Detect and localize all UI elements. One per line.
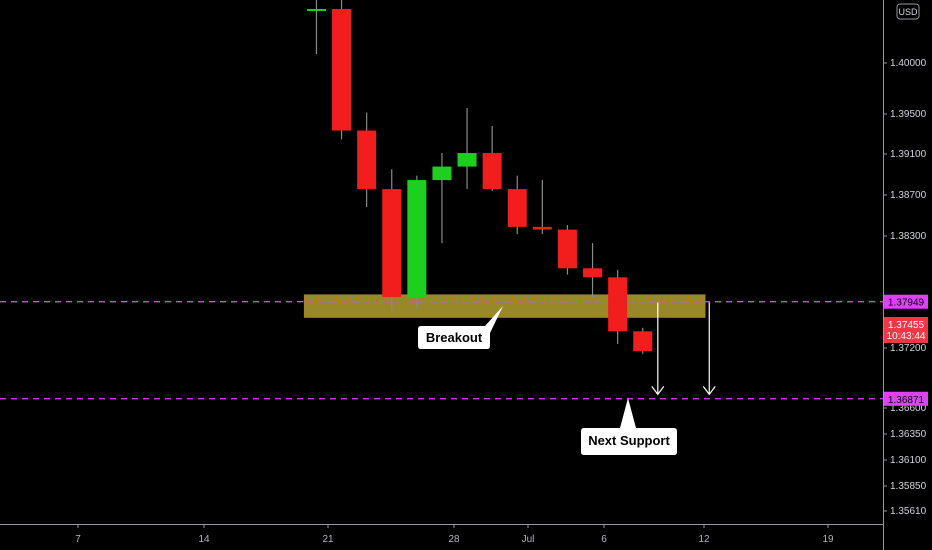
level-lines	[0, 301, 883, 400]
currency-label: USD	[898, 7, 918, 17]
breakout-zone	[303, 294, 706, 318]
bar-countdown-label: 10:43:44	[887, 331, 926, 342]
price-tick-label: 1.40000	[890, 58, 927, 69]
time-tick-label: 21	[322, 534, 334, 545]
time-tick-label: Jul	[522, 534, 535, 545]
zone-layer	[303, 294, 706, 318]
price-tick-label: 1.38700	[890, 190, 927, 201]
candle-down	[633, 331, 653, 352]
time-tick-label: 28	[448, 534, 460, 545]
candle-up	[432, 166, 452, 181]
candle-down	[357, 130, 377, 190]
price-tick-label: 1.36350	[890, 429, 927, 440]
support-price-label: 1.36871	[888, 395, 925, 406]
next-support-label: Next Support	[588, 433, 670, 448]
time-tick-label: 14	[198, 534, 210, 545]
candle-up	[457, 153, 477, 167]
candle-up	[306, 9, 326, 12]
breakout-label: Breakout	[426, 330, 483, 345]
arrow-head	[702, 385, 716, 396]
resistance-price-tag	[884, 294, 928, 309]
resistance-price-label: 1.37949	[888, 298, 925, 309]
price-tick-label: 1.39100	[890, 149, 927, 160]
time-tick-label: 7	[75, 534, 81, 545]
price-tick-label: 1.35610	[890, 506, 927, 517]
next-support-callout: Next Support	[581, 398, 677, 455]
next-support-bubble	[581, 398, 677, 455]
price-tick-label: 1.38300	[890, 231, 927, 242]
price-tick-label: 1.36600	[890, 403, 927, 414]
last-price-tag	[884, 317, 928, 343]
breakout-bubble	[418, 306, 503, 349]
price-tick-label: 1.35850	[890, 481, 927, 492]
arrows	[651, 302, 716, 396]
price-tick-label: 1.39500	[890, 109, 927, 120]
arrow-head	[651, 385, 665, 396]
candle-down	[482, 153, 502, 190]
support-price-tag	[884, 391, 928, 406]
callouts: Breakout Next Support	[418, 306, 677, 455]
price-tick-label: 1.36100	[890, 455, 927, 466]
candle-up	[407, 180, 427, 298]
candle-down	[583, 268, 603, 278]
currency-badge[interactable]: USD	[896, 3, 920, 20]
time-tick-label: 19	[822, 534, 834, 545]
candle-down	[332, 9, 352, 131]
candle-down	[382, 189, 402, 298]
breakout-callout: Breakout	[418, 306, 503, 349]
time-tick-label: 12	[698, 534, 710, 545]
price-axis[interactable]: 1.40000 1.39500 1.39100 1.38700 1.38300 1.372…	[883, 58, 927, 517]
candle-down	[507, 189, 527, 227]
candle-down	[532, 226, 552, 230]
candle-down	[557, 229, 577, 269]
candle-down	[608, 277, 628, 332]
price-tick-label: 1.37200	[890, 343, 927, 354]
last-price-label: 1.37455	[888, 320, 925, 331]
time-axis[interactable]: 7 14 21 28 Jul 6 12 19	[75, 524, 834, 545]
candles	[306, 0, 653, 354]
time-tick-label: 6	[601, 534, 607, 545]
